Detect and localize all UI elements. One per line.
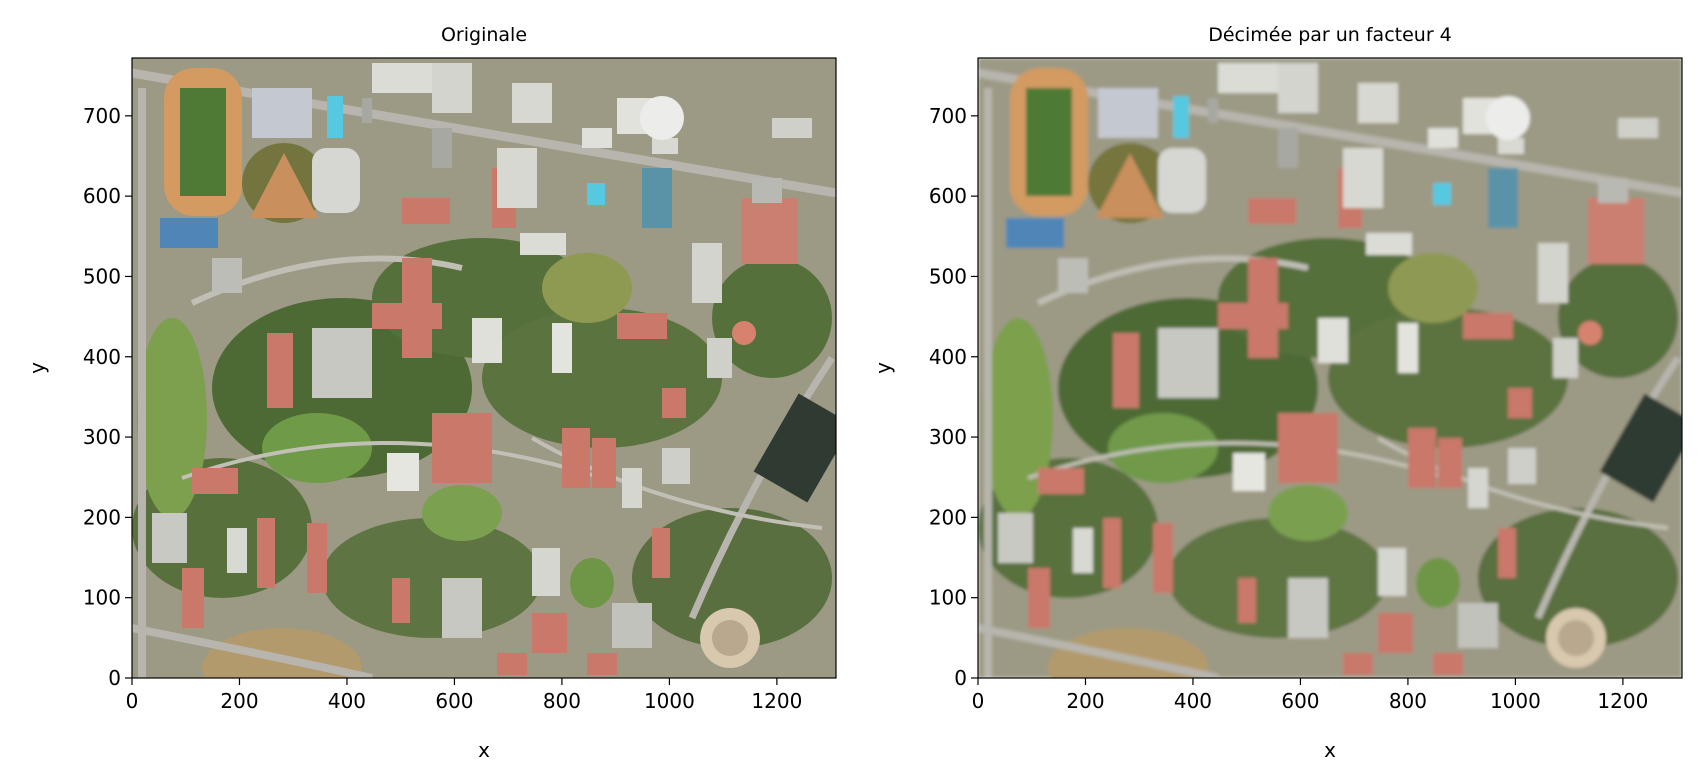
y-tick-label: 0: [954, 666, 967, 690]
x-tick-label: 600: [1281, 689, 1319, 713]
panel-title: Originale: [441, 24, 527, 46]
y-axis-label: y: [871, 362, 895, 374]
aerial-image-decimated: [978, 58, 1698, 708]
x-axis-label: x: [1324, 738, 1336, 762]
y-tick-label: 400: [83, 345, 121, 369]
y-tick-label: 100: [83, 586, 121, 610]
y-tick-label: 600: [929, 184, 967, 208]
y-tick-label: 100: [929, 586, 967, 610]
axes-frame: [131, 57, 837, 679]
x-tick-label: 400: [1174, 689, 1212, 713]
y-tick-label: 0: [108, 666, 121, 690]
x-tick-label: 800: [1389, 689, 1427, 713]
axes-frame: [977, 57, 1683, 679]
x-axis: 0 200 400 600 800 1000 1200: [126, 678, 802, 713]
x-tick-label: 1200: [751, 689, 802, 713]
x-tick-label: 1200: [1597, 689, 1648, 713]
x-tick-label: 200: [1066, 689, 1104, 713]
y-tick-label: 600: [83, 184, 121, 208]
x-tick-label: 0: [126, 689, 139, 713]
y-axis: 0 100 200 300 400 500 600 700: [929, 104, 978, 690]
x-tick-label: 800: [543, 689, 581, 713]
x-tick-label: 1000: [1490, 689, 1541, 713]
panel-decimated: Décimée par un facteur 4 0 200 400 600 800 10…: [871, 24, 1698, 762]
x-tick-label: 400: [328, 689, 366, 713]
y-tick-label: 400: [929, 345, 967, 369]
panel-title: Décimée par un facteur 4: [1208, 24, 1452, 46]
y-tick-label: 500: [929, 264, 967, 288]
y-axis-label: y: [25, 362, 49, 374]
y-tick-label: 200: [83, 505, 121, 529]
x-tick-label: 200: [220, 689, 258, 713]
panel-original: Originale 0 200 400 600 800 1000 1200 0 100 200 3…: [25, 24, 852, 762]
x-tick-label: 1000: [644, 689, 695, 713]
x-axis-label: x: [478, 738, 490, 762]
y-tick-label: 700: [83, 104, 121, 128]
aerial-image-original: [132, 58, 852, 708]
y-tick-label: 300: [83, 425, 121, 449]
y-tick-label: 500: [83, 264, 121, 288]
x-tick-label: 0: [972, 689, 985, 713]
x-axis: 0 200 400 600 800 1000 1200: [972, 678, 1648, 713]
y-axis: 0 100 200 300 400 500 600 700: [83, 104, 132, 690]
y-tick-label: 300: [929, 425, 967, 449]
x-tick-label: 600: [435, 689, 473, 713]
y-tick-label: 200: [929, 505, 967, 529]
y-tick-label: 700: [929, 104, 967, 128]
